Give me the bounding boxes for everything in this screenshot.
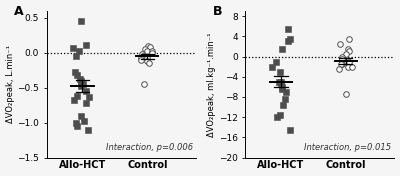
Point xyxy=(286,37,293,40)
Point xyxy=(344,48,351,50)
Point xyxy=(345,65,352,68)
Point xyxy=(78,79,84,82)
Point xyxy=(78,114,84,117)
Point xyxy=(273,60,279,63)
Point xyxy=(269,65,275,68)
Point xyxy=(278,80,285,83)
Text: A: A xyxy=(14,5,24,18)
Point xyxy=(343,53,349,55)
Point xyxy=(74,74,80,77)
Text: Interaction, p=0.006: Interaction, p=0.006 xyxy=(106,143,193,152)
Point xyxy=(141,83,148,86)
Y-axis label: ΔVO₂peak, L.min⁻¹: ΔVO₂peak, L.min⁻¹ xyxy=(6,45,14,123)
Point xyxy=(145,45,151,47)
Y-axis label: ΔVO₂peak, ml.kg⁻¹.min⁻¹: ΔVO₂peak, ml.kg⁻¹.min⁻¹ xyxy=(207,32,216,137)
Point xyxy=(274,116,280,119)
Point xyxy=(282,98,288,101)
Point xyxy=(141,48,148,51)
Point xyxy=(279,85,285,88)
Point xyxy=(143,57,150,60)
Point xyxy=(276,113,283,116)
Point xyxy=(286,128,293,131)
Point xyxy=(278,48,285,50)
Point xyxy=(70,47,77,49)
Point xyxy=(278,83,284,86)
Point xyxy=(149,50,156,53)
Point xyxy=(74,95,80,98)
Point xyxy=(72,70,78,73)
Point xyxy=(78,85,84,88)
Point xyxy=(82,102,89,105)
Point xyxy=(279,88,285,91)
Point xyxy=(280,103,286,106)
Point xyxy=(337,63,344,65)
Point xyxy=(144,60,150,63)
Text: B: B xyxy=(213,5,222,18)
Point xyxy=(276,80,282,83)
Point xyxy=(80,83,86,86)
Point xyxy=(138,56,145,59)
Point xyxy=(146,62,152,65)
Point xyxy=(346,50,352,53)
Point xyxy=(346,60,352,63)
Text: Interaction, p=0.015: Interaction, p=0.015 xyxy=(304,143,392,152)
Point xyxy=(73,121,79,124)
Point xyxy=(78,20,84,23)
Point xyxy=(336,42,343,45)
Point xyxy=(149,51,156,54)
Point xyxy=(76,50,82,53)
Point xyxy=(74,125,80,128)
Point xyxy=(276,70,283,73)
Point xyxy=(285,27,291,30)
Point xyxy=(284,40,291,43)
Point xyxy=(147,46,153,49)
Point xyxy=(140,55,147,58)
Point xyxy=(83,43,90,46)
Point xyxy=(346,37,352,40)
Point xyxy=(86,96,92,98)
Point xyxy=(343,93,349,96)
Point xyxy=(339,58,345,60)
Point xyxy=(76,78,83,81)
Point xyxy=(339,55,346,58)
Point xyxy=(138,58,144,61)
Point xyxy=(336,68,343,71)
Point xyxy=(282,90,289,93)
Point xyxy=(338,63,345,65)
Point xyxy=(139,53,146,56)
Point xyxy=(71,99,77,102)
Point xyxy=(80,119,87,122)
Point xyxy=(85,128,91,131)
Point xyxy=(73,55,79,58)
Point xyxy=(144,49,151,52)
Point xyxy=(348,65,355,68)
Point xyxy=(83,90,89,93)
